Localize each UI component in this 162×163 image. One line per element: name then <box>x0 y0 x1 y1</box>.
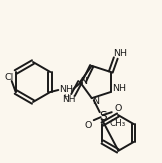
Text: H: H <box>64 94 69 100</box>
Text: Cl: Cl <box>4 73 13 82</box>
Text: NH: NH <box>59 86 73 95</box>
Text: N: N <box>80 76 87 86</box>
Text: O: O <box>114 104 122 113</box>
Text: N: N <box>92 97 99 106</box>
Text: O: O <box>84 121 91 130</box>
Text: NH: NH <box>113 49 127 58</box>
Text: S: S <box>99 110 107 123</box>
Text: NH: NH <box>112 84 126 94</box>
Text: NH: NH <box>62 96 76 104</box>
Text: CH₃: CH₃ <box>110 119 126 128</box>
